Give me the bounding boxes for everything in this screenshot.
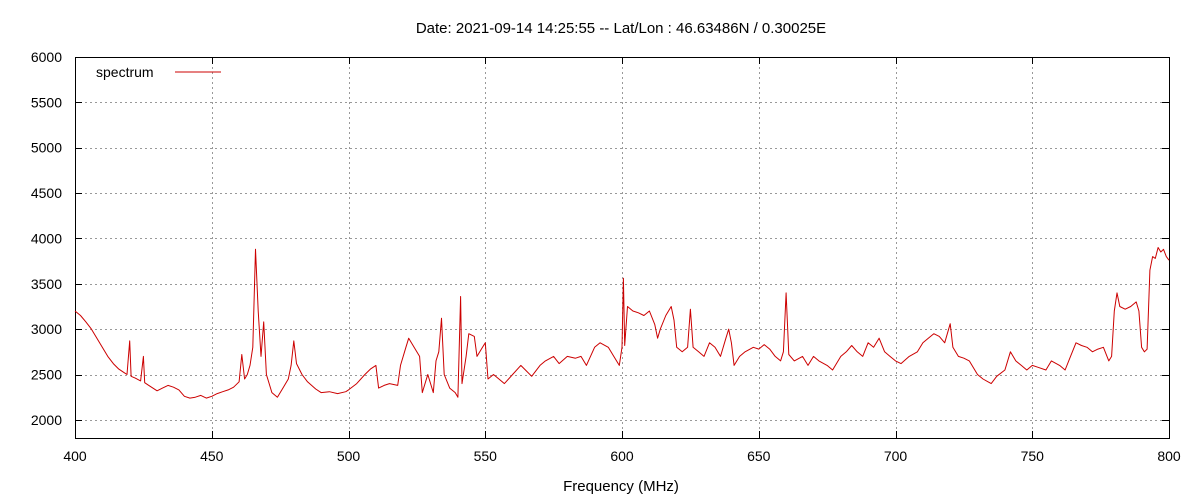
x-tick-label: 550 bbox=[474, 448, 498, 464]
x-tick-label: 750 bbox=[1021, 448, 1045, 464]
y-tick-labels: 2000 2500 3000 3500 4000 4500 5000 5500 6000 bbox=[31, 49, 62, 428]
x-tick-label: 700 bbox=[884, 448, 908, 464]
chart-title: Date: 2021-09-14 14:25:55 -- Lat/Lon : 4… bbox=[416, 20, 826, 37]
x-tick-label: 600 bbox=[610, 448, 634, 464]
y-tick-label: 6000 bbox=[31, 49, 62, 65]
legend: spectrum bbox=[96, 64, 221, 80]
x-tick-label: 400 bbox=[63, 448, 87, 464]
y-tick-label: 5000 bbox=[31, 140, 62, 156]
x-axis-title: Frequency (MHz) bbox=[563, 478, 679, 495]
x-tick-label: 650 bbox=[747, 448, 771, 464]
legend-label-spectrum: spectrum bbox=[96, 64, 154, 80]
y-tick-label: 4000 bbox=[31, 230, 62, 246]
y-tick-label: 2500 bbox=[31, 367, 62, 383]
x-tick-labels: 400 450 500 550 600 650 700 750 800 bbox=[63, 448, 1181, 464]
series-group bbox=[74, 247, 1170, 399]
y-tick-label: 3500 bbox=[31, 276, 62, 292]
y-tick-label: 3000 bbox=[31, 321, 62, 337]
y-tick-label: 5500 bbox=[31, 94, 62, 110]
x-tick-label: 800 bbox=[1157, 448, 1181, 464]
x-tick-label: 450 bbox=[200, 448, 224, 464]
y-tick-label: 4500 bbox=[31, 185, 62, 201]
x-tick-label: 500 bbox=[337, 448, 361, 464]
series-line-spectrum bbox=[74, 247, 1170, 399]
y-tick-label: 2000 bbox=[31, 412, 62, 428]
grid bbox=[75, 57, 1169, 438]
axis-ticks bbox=[75, 57, 1170, 438]
